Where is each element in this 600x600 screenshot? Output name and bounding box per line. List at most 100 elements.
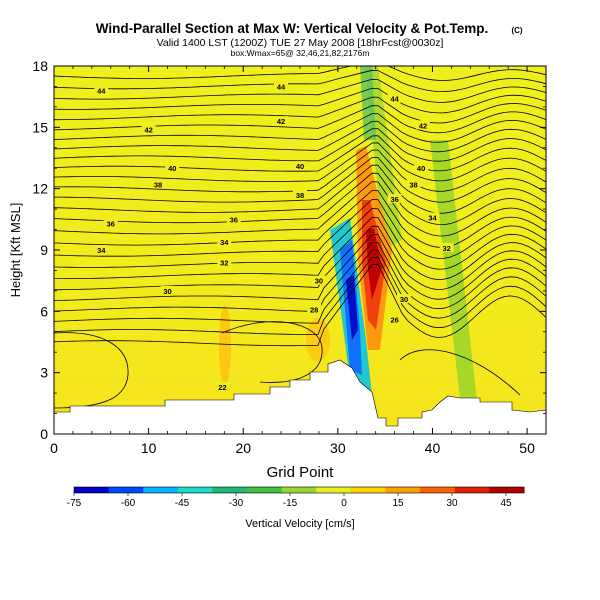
contour-label-bg [274,81,289,91]
isentrope-line [54,87,546,114]
contour-label-bg [226,214,241,224]
colorbar-segment [108,487,144,493]
contour-label: 34 [220,238,229,247]
contour-label: 30 [163,287,171,296]
contour-label-bg [94,85,109,95]
colorbar-segment [385,487,421,493]
contour-label: 34 [428,213,437,222]
contour-label: 32 [442,244,450,253]
contour-closed-left [54,332,129,409]
updraft-blob-mid [306,318,330,362]
contour-label: 44 [277,82,286,91]
updraft-core-inner [366,228,382,300]
x-tick-label: 20 [235,440,251,456]
isentrope-line [54,78,546,103]
contour-label-bg [439,242,454,252]
contour-label: 40 [296,162,304,171]
isentrope-line [54,128,546,162]
chart-title-mark: (C) [511,26,522,35]
contour-label: 42 [277,117,285,126]
isentrope-line [54,142,546,182]
colorbar-tick-label: 30 [446,498,458,509]
contour-label-bg [311,275,326,285]
y-tick-label: 9 [40,242,48,258]
isentrope-line [54,217,546,281]
chart-subtitle: Valid 1400 LST (1200Z) TUE 27 May 2008 [… [157,37,444,49]
colorbar-segment [316,487,352,493]
terrain [54,359,546,434]
contour-closed-right [399,349,521,396]
y-tick-label: 12 [32,181,48,197]
isentrope-line [54,190,546,248]
contour-label: 30 [315,277,323,286]
contour-label-bg [387,93,402,103]
contour-label: 30 [400,295,408,304]
y-tick-label: 15 [32,119,48,135]
isentrope-line [54,249,546,324]
colorbar-frame [73,486,525,494]
contour-label-bg [217,236,232,246]
contour-label: 38 [409,181,417,190]
isentrope-line [54,113,546,143]
isentrope-line [54,242,546,313]
contour-label-bg [160,285,175,295]
x-tick-label: 50 [519,440,535,456]
contour-label-bg [293,189,307,199]
isentrope-line [54,256,546,335]
contour-label: 36 [390,195,398,204]
colorbar-tick-label: 0 [341,498,347,509]
contour-label: 34 [97,246,106,255]
isentrope-line [54,96,546,124]
contour-label: 36 [107,219,115,228]
updraft-blob-low [219,305,231,385]
colorbar-tick-label: -30 [229,498,244,509]
contour-label: 22 [218,383,226,392]
isentrope-line [54,156,546,203]
contour-label: 44 [390,95,399,104]
contour-label-bg [387,193,402,203]
isentrope-line [54,69,546,93]
isentrope-contours [54,66,546,347]
colorbar-tick-label: 45 [500,498,512,509]
contour-label: 42 [144,125,152,134]
x-tick-label: 30 [330,440,346,456]
contour-label-bg [414,163,429,173]
colorbar-segment [281,487,317,493]
x-tick-label: 0 [50,440,58,456]
colorbar-segment [350,487,387,493]
isentrope-line [54,105,546,134]
colorbar-tick-label: -60 [121,498,136,509]
y-axis-label: Height [Kft MSL] [8,203,23,298]
contour-label-bg [103,218,118,228]
colorbar-tick-label: 15 [392,498,404,509]
x-axis-label: Grid Point [267,464,335,481]
contour-label: 42 [419,121,427,130]
chart-subtitle-2: box:Wmax=65@ 32,46,21,82,2176m [231,48,370,58]
isentrope-line [54,181,546,237]
contour-label-bg [151,179,166,189]
isentrope-line [54,172,546,226]
isentrope-line [54,164,546,214]
contour-label: 40 [168,164,176,173]
contour-label: 44 [97,87,106,96]
isentrope-line [54,208,546,270]
colorbar-segment [74,487,110,493]
colorbar-segment [177,487,213,493]
chart-title: Wind-Parallel Section at Max W: Vertical… [96,21,488,36]
isentrope-line [54,225,546,291]
isentrope-line [54,263,546,347]
contour-label: 28 [310,305,318,314]
contour-label: 36 [230,215,238,224]
colorbar-label: Vertical Velocity [cm/s] [245,518,354,530]
x-tick-label: 10 [141,440,157,456]
isentrope-line [54,199,546,259]
contour-label-bg [406,179,421,189]
colorbar-tick-label: -45 [175,498,190,509]
contour-label-bg [425,212,440,222]
isentrope-line [54,66,546,81]
colorbar-segment [489,487,525,493]
x-tick-label: 40 [425,440,441,456]
